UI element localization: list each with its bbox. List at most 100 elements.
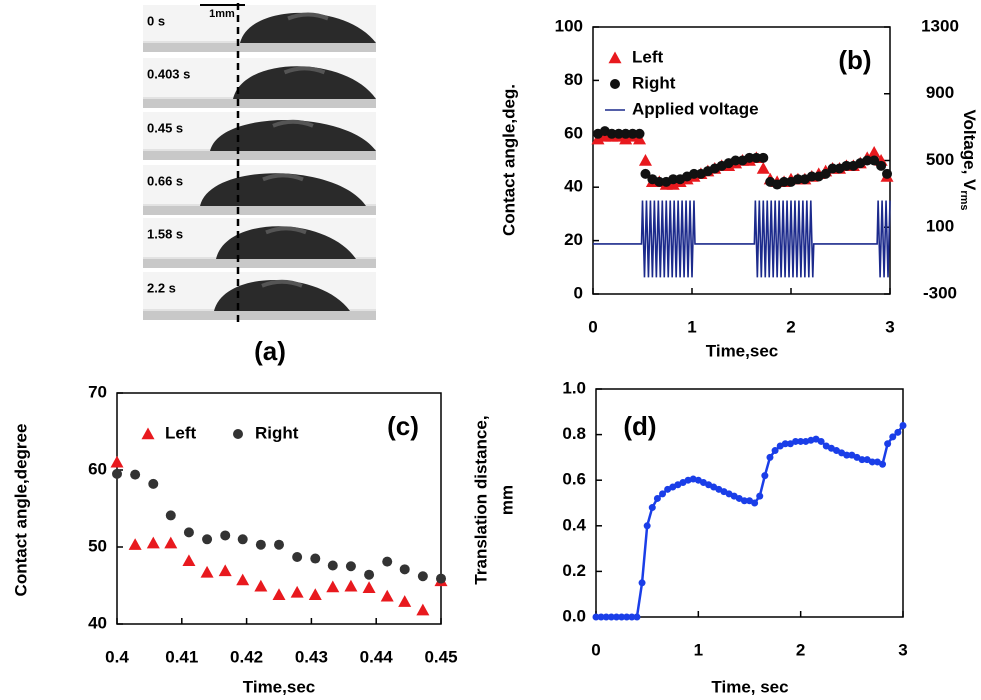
marker-circle xyxy=(820,168,831,179)
frame-time: 0.66 s xyxy=(147,173,183,188)
y2-tick-label: 100 xyxy=(926,217,954,236)
marker-triangle xyxy=(756,162,770,174)
droplet xyxy=(240,12,376,43)
y2-tick-label: 1300 xyxy=(921,16,959,35)
marker-circle xyxy=(751,152,762,163)
marker-circle xyxy=(792,174,803,185)
marker-circle xyxy=(876,160,887,171)
y-axis-label: Translation distance, xyxy=(471,415,490,584)
marker-circle xyxy=(148,478,159,489)
droplet-highlight xyxy=(262,173,304,182)
marker-circle xyxy=(730,155,741,166)
legend-label: Applied voltage xyxy=(632,99,759,118)
substrate xyxy=(143,206,376,215)
marker-triangle xyxy=(380,589,394,602)
marker-triangle xyxy=(218,564,232,577)
droplet-highlight xyxy=(287,12,329,21)
marker-triangle xyxy=(164,536,178,549)
plot-frame xyxy=(595,388,904,618)
marker-circle xyxy=(633,613,641,621)
x-tick-label: 0.42 xyxy=(230,647,263,666)
y-tick-label: 1.0 xyxy=(562,378,586,397)
legend-label: Left xyxy=(632,47,664,66)
droplet-highlight xyxy=(261,279,303,288)
marker-triangle xyxy=(608,51,622,64)
marker-circle xyxy=(817,437,825,445)
marker-triangle xyxy=(362,581,376,594)
marker-circle xyxy=(620,128,631,139)
marker-circle xyxy=(233,429,243,439)
legend-label: Right xyxy=(255,423,299,442)
photo-frame: 0.403 s xyxy=(143,58,376,108)
x-tick-label: 0.41 xyxy=(165,647,198,666)
marker-circle xyxy=(894,428,902,436)
y-tick-label: 50 xyxy=(88,536,107,555)
marker-circle xyxy=(417,571,428,582)
y2-tick-label: 500 xyxy=(926,150,954,169)
marker-circle xyxy=(634,128,645,139)
series-line xyxy=(593,200,891,278)
marker-circle xyxy=(436,573,446,584)
frame-time: 1.58 s xyxy=(147,226,183,241)
marker-circle xyxy=(327,560,338,571)
marker-triangle xyxy=(638,154,652,166)
marker-triangle xyxy=(141,427,155,440)
marker-circle xyxy=(841,160,852,171)
marker-circle xyxy=(623,613,631,621)
marker-circle xyxy=(597,613,605,621)
marker-circle xyxy=(202,534,213,545)
marker-triangle xyxy=(254,579,268,592)
marker-circle xyxy=(643,522,651,530)
frame-time: 0 s xyxy=(147,13,165,28)
marker-circle xyxy=(827,163,838,174)
marker-circle xyxy=(843,451,851,459)
y2-tick-label: 900 xyxy=(926,83,954,102)
y-axis-label: Contact angle,deg. xyxy=(499,84,518,236)
marker-triangle xyxy=(182,554,196,567)
y-tick-label: 0.0 xyxy=(562,606,586,625)
x-axis-label: Time,sec xyxy=(243,677,315,696)
marker-circle xyxy=(858,456,866,464)
marker-circle xyxy=(592,613,600,621)
marker-triangle xyxy=(416,603,430,616)
marker-circle xyxy=(653,494,661,502)
marker-circle xyxy=(607,613,615,621)
x-tick-label: 0 xyxy=(588,317,597,336)
photo-frame: 0.45 s xyxy=(143,112,376,160)
y-axis-label: mm xyxy=(497,485,516,515)
substrate xyxy=(143,99,376,108)
marker-circle xyxy=(399,564,410,575)
marker-circle xyxy=(130,469,141,480)
marker-triangle xyxy=(236,573,250,586)
x-tick-label: 3 xyxy=(885,317,894,336)
marker-circle xyxy=(868,458,876,466)
marker-circle xyxy=(255,539,266,550)
marker-triangle xyxy=(290,585,304,598)
marker-circle xyxy=(640,168,651,179)
marker-triangle xyxy=(200,565,214,578)
photo-frame: 0 s xyxy=(143,5,376,52)
substrate xyxy=(143,151,376,160)
marker-circle xyxy=(744,152,755,163)
legend-label: Right xyxy=(632,73,676,92)
marker-circle xyxy=(310,553,321,564)
marker-triangle xyxy=(272,588,286,600)
marker-circle xyxy=(638,579,646,587)
marker-circle xyxy=(792,437,800,445)
legend-label: Left xyxy=(165,423,197,442)
x-tick-label: 0.4 xyxy=(105,647,129,666)
marker-circle xyxy=(879,460,887,468)
marker-circle xyxy=(612,613,620,621)
panel-label: (a) xyxy=(254,336,286,366)
y-tick-label: 40 xyxy=(564,177,583,196)
x-tick-label: 1 xyxy=(694,640,703,659)
marker-triangle xyxy=(110,455,124,468)
droplet-highlight xyxy=(283,66,326,75)
panel-label: (c) xyxy=(387,411,419,441)
plot-frame xyxy=(116,392,442,625)
y-axis-label: Contact angle,degree xyxy=(11,424,30,597)
marker-triangle xyxy=(867,145,881,158)
y-tick-label: 40 xyxy=(88,613,107,632)
marker-circle xyxy=(165,510,176,521)
panel-label: (b) xyxy=(838,45,871,75)
